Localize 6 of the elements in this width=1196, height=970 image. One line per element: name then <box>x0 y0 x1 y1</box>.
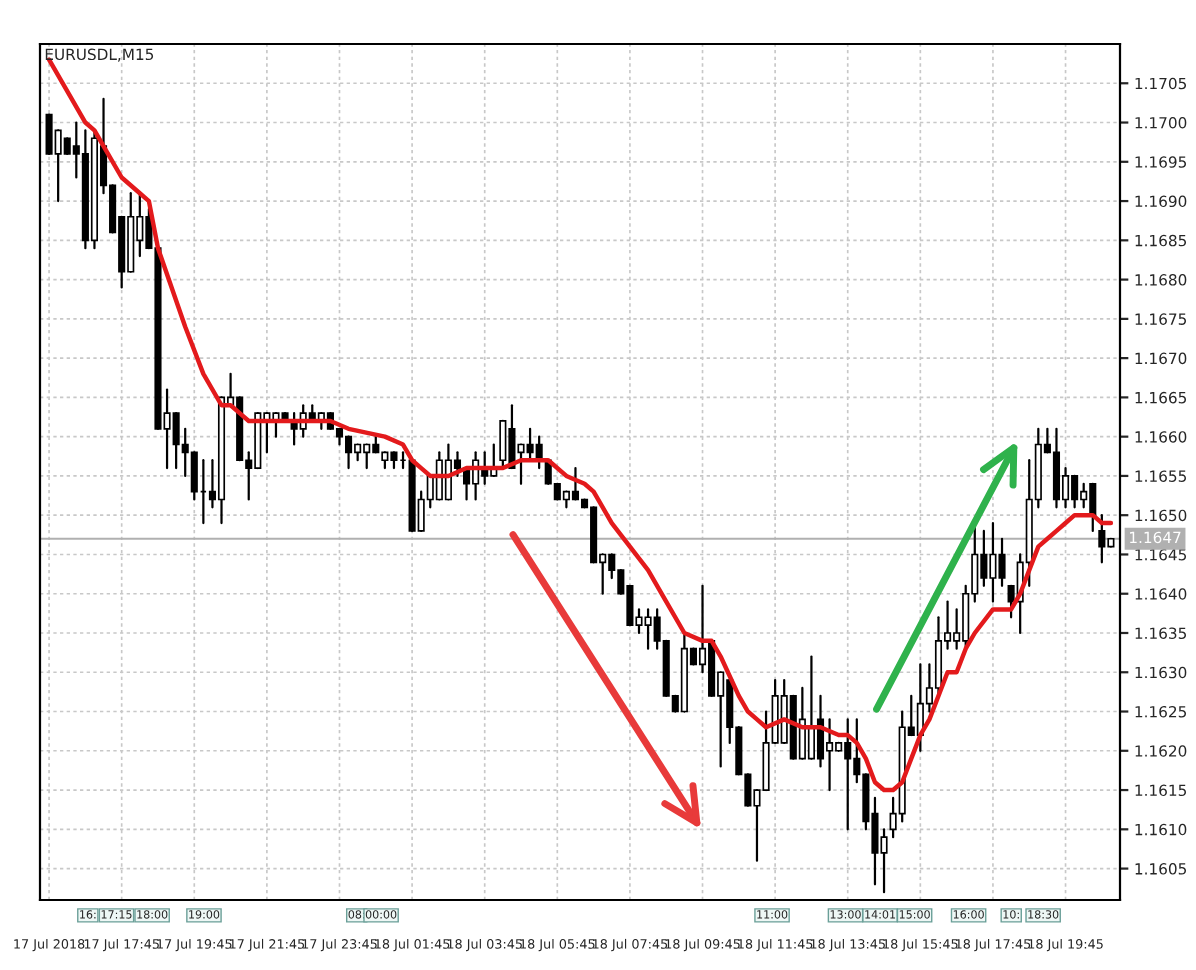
candlestick <box>1098 514 1106 564</box>
candlestick <box>190 451 198 501</box>
candlestick <box>934 616 943 697</box>
candlestick <box>1052 427 1061 509</box>
candlestick <box>499 419 507 470</box>
candlestick <box>571 466 580 501</box>
